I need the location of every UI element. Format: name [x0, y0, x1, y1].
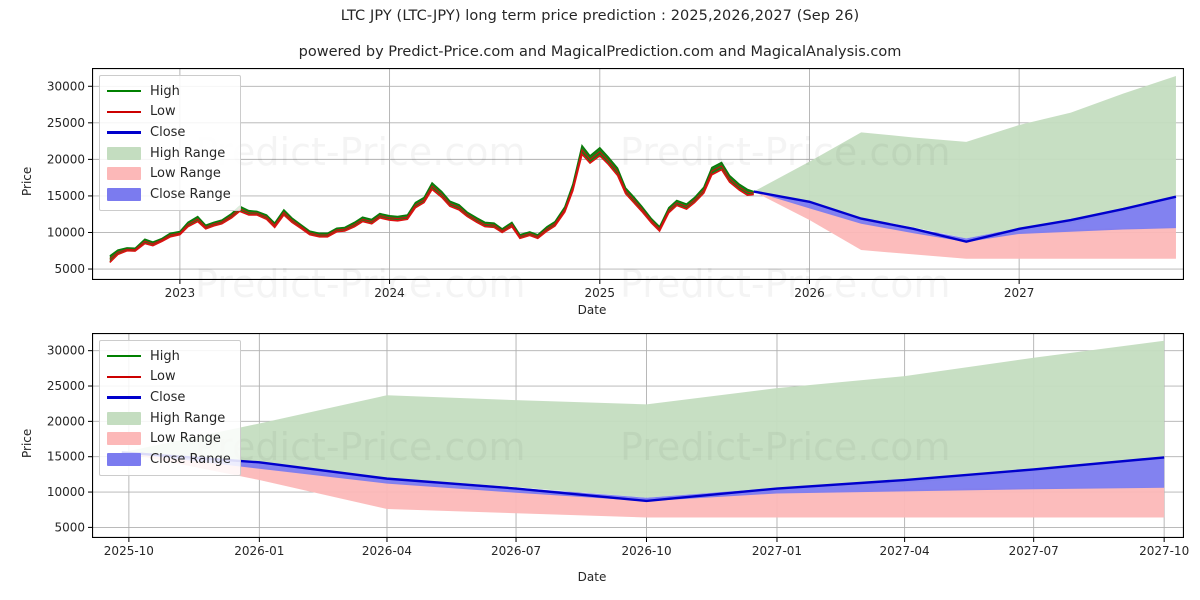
high-range-band: [121, 340, 1165, 498]
x-tick-label: 2027-07: [1009, 544, 1059, 558]
x-tick-label: 2025: [585, 286, 616, 300]
legend-item: High Range: [107, 408, 231, 429]
legend-swatch-low-icon: [107, 105, 141, 119]
legend-swatch-close-icon: [107, 390, 141, 404]
legend-label: Low: [150, 104, 176, 120]
high-range-band: [753, 76, 1176, 239]
top-chart-panel: [92, 68, 1184, 280]
legend-label: Low: [150, 369, 176, 385]
legend-label: High: [150, 83, 180, 99]
close-range-band: [753, 191, 1176, 242]
x-tick-label: 2026-10: [621, 544, 671, 558]
legend-swatch-close-range-icon: [107, 187, 141, 201]
legend-swatch-close-icon: [107, 125, 141, 139]
x-tick-label: 2026-04: [362, 544, 412, 558]
y-tick-label: 5000: [54, 520, 85, 534]
y-tick-label: 20000: [47, 152, 85, 166]
top-y-axis-label: Price: [20, 166, 34, 196]
y-tick-label: 15000: [47, 189, 85, 203]
legend-item: High: [107, 81, 231, 102]
x-tick-label: 2026-01: [234, 544, 284, 558]
legend-item: Low: [107, 367, 231, 388]
legend-label: Close: [150, 124, 186, 140]
history-low-line: [109, 152, 754, 264]
legend-swatch-high-icon: [107, 84, 141, 98]
y-tick-label: 30000: [47, 79, 85, 93]
legend-item: Close: [107, 122, 231, 143]
forecast-close-line: [121, 451, 1165, 503]
bottom-y-axis-label: Price: [20, 428, 34, 458]
top-chart-svg: [92, 68, 1184, 280]
x-tick-label: 2027: [1004, 286, 1035, 300]
low-range-band: [753, 191, 1176, 259]
y-tick-label: 25000: [47, 379, 85, 393]
legend-item: High: [107, 346, 231, 367]
x-tick-label: 2027-01: [752, 544, 802, 558]
page-title: LTC JPY (LTC-JPY) long term price predic…: [340, 8, 860, 24]
bottom-chart-svg: [92, 333, 1184, 538]
x-tick-label: 2023: [165, 286, 196, 300]
bottom-chart-legend: High Low Close High Range Low Range Close Ran…: [99, 340, 241, 476]
legend-label: Close Range: [150, 186, 231, 202]
legend-item: Low Range: [107, 428, 231, 449]
legend-swatch-close-range-icon: [107, 452, 141, 466]
legend-item: Low: [107, 102, 231, 123]
legend-item: Low Range: [107, 163, 231, 184]
y-tick-label: 10000: [47, 225, 85, 239]
x-tick-label: 2025-10: [104, 544, 154, 558]
x-tick-label: 2024: [374, 286, 405, 300]
history-high-line: [109, 144, 754, 257]
legend-item: Close Range: [107, 449, 231, 470]
low-range-band: [121, 452, 1165, 518]
x-tick-label: 2026-07: [491, 544, 541, 558]
x-tick-label: 2026: [794, 286, 825, 300]
legend-swatch-low-range-icon: [107, 167, 141, 181]
legend-label: Close Range: [150, 451, 231, 467]
legend-swatch-high-icon: [107, 349, 141, 363]
x-tick-label: 2027-10: [1139, 544, 1189, 558]
y-tick-label: 15000: [47, 450, 85, 464]
top-chart-legend: High Low Close High Range Low Range Close Ran…: [99, 75, 241, 211]
legend-label: Low Range: [150, 166, 221, 182]
legend-item: High Range: [107, 143, 231, 164]
x-tick-label: 2027-04: [880, 544, 930, 558]
top-x-axis-label: Date: [577, 303, 607, 317]
y-tick-label: 25000: [47, 116, 85, 130]
y-tick-label: 5000: [54, 262, 85, 276]
legend-swatch-high-range-icon: [107, 146, 141, 160]
legend-item: Close: [107, 387, 231, 408]
close-range-band: [121, 452, 1165, 502]
axes-frame: [92, 68, 1184, 280]
bottom-x-axis-label: Date: [577, 570, 607, 584]
forecast-close-line: [753, 190, 1177, 243]
axes-frame: [92, 333, 1184, 538]
bottom-chart-panel: [92, 333, 1184, 538]
legend-swatch-low-icon: [107, 370, 141, 384]
history-close-line: [109, 148, 754, 260]
y-tick-label: 10000: [47, 485, 85, 499]
y-tick-label: 20000: [47, 414, 85, 428]
legend-swatch-low-range-icon: [107, 432, 141, 446]
y-tick-label: 30000: [47, 344, 85, 358]
legend-item: Close Range: [107, 184, 231, 205]
legend-swatch-high-range-icon: [107, 411, 141, 425]
legend-label: Close: [150, 389, 186, 405]
legend-label: High Range: [150, 410, 226, 426]
legend-label: High: [150, 348, 180, 364]
legend-label: High Range: [150, 145, 226, 161]
page-subtitle: powered by Predict-Price.com and Magical…: [298, 44, 902, 60]
legend-label: Low Range: [150, 431, 221, 447]
